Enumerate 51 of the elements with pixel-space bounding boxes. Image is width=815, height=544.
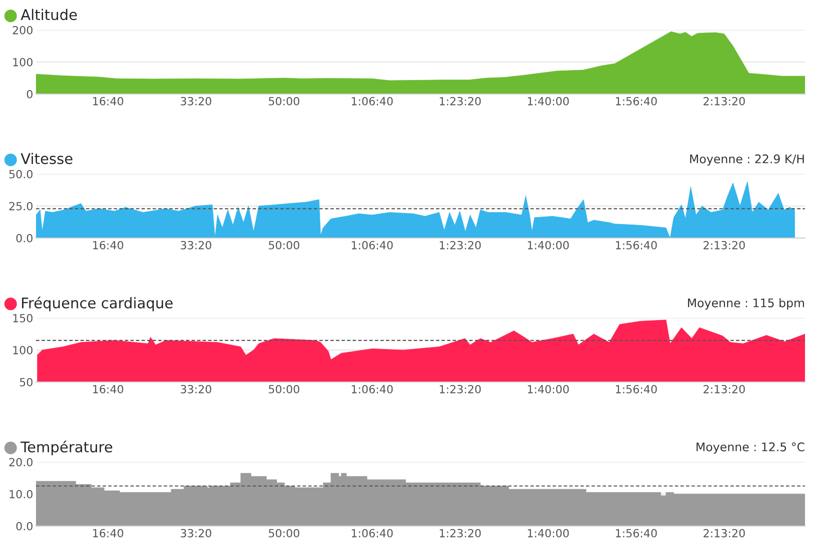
x-tick-label: 1:56:40 (616, 528, 657, 538)
x-tick-label: 1:23:20 (440, 528, 481, 538)
y-tick-label: 100 (13, 58, 32, 66)
y-tick-label: 150 (13, 314, 32, 322)
x-tick-label: 1:23:20 (440, 96, 481, 106)
x-tick-label: 50:00 (268, 96, 300, 106)
chart-title: Fréquence cardiaque (22, 296, 173, 312)
chart-title: Température (20, 440, 112, 456)
chart-title: Vitesse (20, 152, 72, 164)
y-tick-label: 100 (13, 346, 32, 354)
x-tick-label: 1:40:00 (528, 528, 569, 538)
ref-line-label: Moyenne : 22.9 K/H (690, 154, 804, 166)
x-tick-label: 16:40 (93, 96, 124, 106)
x-tick-label: 1:06:40 (352, 384, 393, 394)
x-tick-label: 1:23:20 (440, 240, 481, 250)
x-tick-label: 2:13:20 (704, 96, 745, 106)
x-tick-label: 1:40:00 (528, 96, 569, 106)
x-tick-label: 1:06:40 (352, 240, 393, 250)
x-tick-label: 1:40:00 (528, 384, 569, 394)
y-tick-label: 0.0 (16, 522, 32, 530)
x-tick-label: 2:13:20 (704, 240, 745, 250)
x-tick-label: 16:40 (93, 240, 124, 250)
y-tick-label: 0 (26, 90, 32, 98)
y-tick-label: 200 (12, 26, 32, 34)
x-tick-label: 33:20 (180, 240, 212, 250)
y-tick-label: 10.0 (10, 490, 32, 498)
y-tick-label: 0.0 (16, 234, 32, 242)
x-tick-label: 50:00 (268, 240, 300, 250)
x-tick-label: 1:56:40 (616, 384, 657, 394)
x-tick-label: 1:06:40 (352, 528, 393, 538)
ref-line-label: Moyenne : 12.5 °C (696, 442, 804, 454)
x-tick-label: 1:56:40 (616, 96, 657, 106)
x-tick-label: 50:00 (268, 528, 300, 538)
x-tick-label: 2:13:20 (704, 384, 745, 394)
x-tick-label: 1:56:40 (616, 240, 657, 250)
chart-title: Altitude (20, 8, 77, 20)
x-tick-label: 50:00 (268, 384, 300, 394)
y-tick-label: 50 (20, 378, 32, 386)
x-tick-label: 1:06:40 (352, 96, 393, 106)
x-tick-label: 16:40 (93, 528, 124, 538)
x-tick-label: 16:40 (93, 384, 124, 394)
y-tick-label: 25.0 (9, 202, 32, 210)
x-tick-label: 33:20 (180, 384, 212, 394)
x-tick-label: 1:23:20 (440, 384, 481, 394)
y-tick-label: 20.0 (9, 458, 32, 466)
x-tick-label: 33:20 (180, 528, 212, 538)
x-tick-label: 1:40:00 (528, 240, 569, 250)
x-tick-label: 2:13:20 (704, 528, 745, 538)
y-tick-label: 50.0 (9, 170, 32, 178)
ref-line-label: Moyenne : 115 bpm (688, 298, 804, 310)
x-tick-label: 33:20 (180, 96, 212, 106)
